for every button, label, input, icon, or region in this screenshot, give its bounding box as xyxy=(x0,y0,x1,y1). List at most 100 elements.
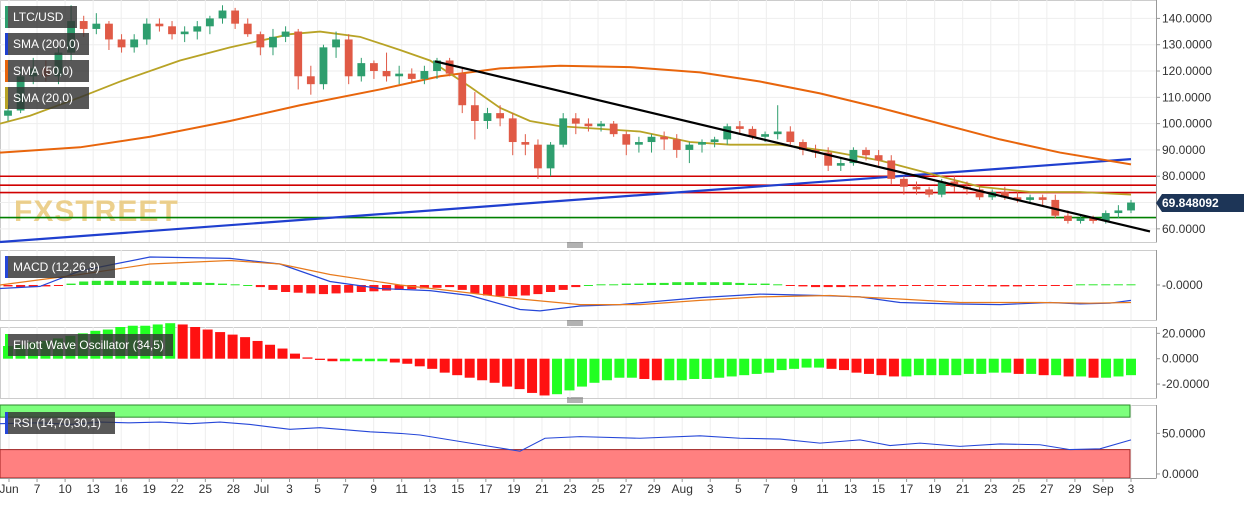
candle-body xyxy=(1101,213,1110,221)
x-tick-label: 25 xyxy=(1012,482,1026,496)
macd-histogram-bar xyxy=(684,282,694,285)
macd-histogram-bar xyxy=(747,283,758,285)
ewo-bar xyxy=(1126,358,1136,376)
candle-body xyxy=(420,71,429,79)
ewo-bar xyxy=(364,358,375,362)
x-tick-label: 5 xyxy=(735,482,742,496)
ewo-bar xyxy=(764,358,775,373)
candle-body xyxy=(685,144,694,150)
candle-body xyxy=(319,47,328,85)
ewo-bar xyxy=(389,358,400,363)
x-tick-label: 10 xyxy=(58,482,72,496)
macd-histogram-bar xyxy=(962,285,972,286)
y-tick-label: 100.0000 xyxy=(1162,117,1212,131)
ewo-bar xyxy=(739,358,750,376)
ewo-bar xyxy=(776,358,787,371)
macd-histogram-bar xyxy=(760,283,770,285)
candle-body xyxy=(357,63,366,77)
candle-body xyxy=(243,23,252,35)
x-tick-label: 13 xyxy=(86,482,100,496)
candle-body xyxy=(483,113,492,121)
macd-histogram-bar xyxy=(987,285,997,287)
ewo-bar xyxy=(1088,358,1099,378)
ewo-bar xyxy=(1026,358,1037,374)
ewo-bar xyxy=(938,358,949,376)
ewo-bar xyxy=(564,358,575,391)
macd-histogram-bar xyxy=(848,285,858,287)
macd-histogram-bar xyxy=(1126,284,1136,286)
ewo-bar xyxy=(751,358,762,374)
ewo-bar xyxy=(626,358,637,378)
macd-histogram-bar xyxy=(1101,284,1111,286)
macd-histogram-bar xyxy=(129,280,139,285)
candle-body xyxy=(105,23,113,40)
ewo-bar xyxy=(377,358,388,362)
candle-body xyxy=(824,152,833,166)
ewo-bar xyxy=(552,358,563,395)
macd-histogram-bar xyxy=(735,282,745,285)
x-tick-label: 25 xyxy=(591,482,605,496)
macd-histogram-bar xyxy=(167,281,177,285)
macd-histogram-bar xyxy=(457,285,467,290)
macd-histogram-bar xyxy=(79,281,89,285)
macd-histogram-bar xyxy=(495,285,505,297)
y-tick-label: 50.0000 xyxy=(1162,426,1206,440)
legend-box xyxy=(5,60,89,82)
ewo-bar xyxy=(651,358,662,381)
macd-histogram-bar xyxy=(861,285,871,287)
ewo-bar xyxy=(639,358,650,379)
macd-histogram-bar xyxy=(621,283,631,285)
candle-body xyxy=(1114,210,1123,214)
candle-body xyxy=(584,123,593,127)
x-tick-label: 27 xyxy=(619,482,633,496)
x-tick-label: 5 xyxy=(314,482,321,496)
ewo-bar xyxy=(589,358,600,383)
y-tick-label: 90.0000 xyxy=(1162,143,1206,157)
macd-histogram-bar xyxy=(1050,285,1060,286)
x-tick-label: 28 xyxy=(227,482,241,496)
candle-body xyxy=(912,186,921,190)
macd-histogram-bar xyxy=(546,285,556,292)
ewo-bar xyxy=(888,358,899,377)
macd-histogram-bar xyxy=(318,285,328,295)
candle-body xyxy=(306,76,315,85)
candle-body xyxy=(647,136,656,143)
macd-histogram-bar xyxy=(281,285,291,292)
ewo-bar xyxy=(689,358,700,379)
ewo-bar xyxy=(464,358,475,378)
ewo-bar xyxy=(1038,358,1049,376)
macd-histogram-bar xyxy=(66,283,76,285)
macd-histogram-bar xyxy=(583,285,593,286)
legend-label: SMA (50,0) xyxy=(13,64,73,78)
macd-histogram-bar xyxy=(520,285,530,296)
candle-body xyxy=(470,105,479,121)
y-tick-label: 120.0000 xyxy=(1162,64,1212,78)
candle-body xyxy=(332,39,340,48)
ewo-bar xyxy=(1101,358,1112,378)
candle-body xyxy=(710,139,719,143)
candle-body xyxy=(231,10,240,24)
sma-20-line xyxy=(0,30,1132,196)
sma-50-line xyxy=(0,64,1132,166)
candle-body xyxy=(723,126,732,140)
macd-legend-label: MACD (12,26,9) xyxy=(13,260,100,274)
x-tick-label: 27 xyxy=(1040,482,1054,496)
ewo-bar xyxy=(427,358,438,369)
sma-200-line xyxy=(0,158,1132,244)
macd-histogram-bar xyxy=(899,285,909,286)
ewo-bar xyxy=(265,344,276,359)
y-tick-label: 0.0000 xyxy=(1162,467,1199,481)
macd-histogram-bar xyxy=(230,284,240,286)
macd-histogram-bar xyxy=(255,285,265,288)
y-tick-label: 60.0000 xyxy=(1162,222,1206,236)
ewo-bar xyxy=(352,358,363,362)
macd-histogram-bar xyxy=(785,285,795,286)
ewo-bar xyxy=(901,358,912,377)
candle-body xyxy=(735,126,744,129)
ewo-bar xyxy=(1001,358,1012,373)
x-tick-label: 19 xyxy=(928,482,942,496)
ewo-bar xyxy=(1076,358,1087,377)
candle-body xyxy=(1026,197,1034,200)
candle-body xyxy=(799,142,807,150)
